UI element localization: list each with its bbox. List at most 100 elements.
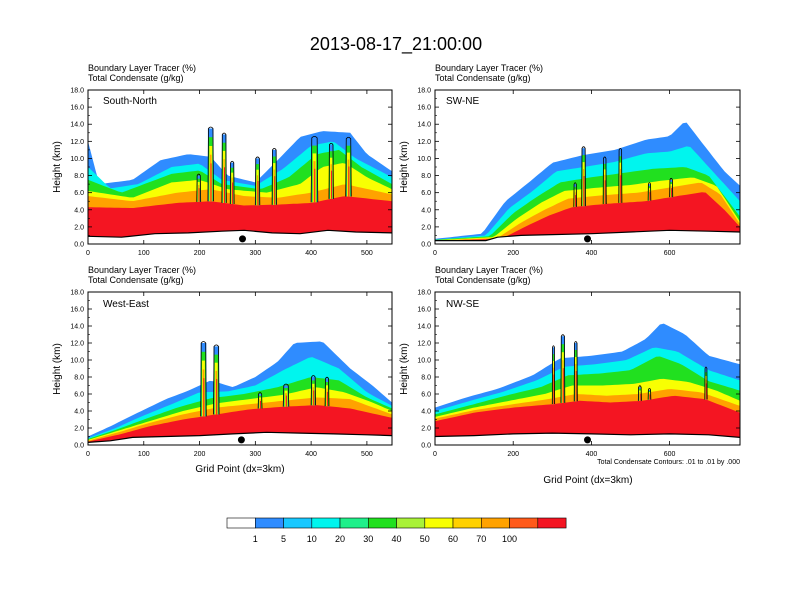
- terrain-line: [435, 229, 740, 242]
- panel-subtitle-condensate: Total Condensate (g/kg): [88, 275, 184, 285]
- y-tick-label: 4.0: [74, 409, 84, 416]
- y-tick-label: 6.0: [421, 190, 431, 197]
- convective-tower: [324, 376, 330, 407]
- terrain-line: [88, 431, 392, 443]
- y-tick-label: 4.0: [421, 207, 431, 214]
- condensate-contour: [618, 148, 623, 203]
- y-tick-label: 6.0: [74, 190, 84, 197]
- y-tick-label: 18.0: [70, 290, 84, 297]
- legend-swatch: [226, 517, 256, 529]
- convective-tower: [207, 126, 214, 202]
- y-tick-label: 2.0: [74, 426, 84, 433]
- tower-band: [313, 390, 315, 406]
- tower-band: [203, 378, 205, 417]
- legend-swatch: [480, 517, 510, 529]
- y-axis-label: Height (km): [52, 343, 63, 395]
- condensate-contour: [257, 392, 263, 409]
- legend-label: 5: [281, 534, 286, 544]
- x-tick-label: 200: [194, 250, 206, 257]
- panel-name: South-North: [103, 96, 157, 107]
- y-tick-label: 12.0: [70, 341, 84, 348]
- condensate-contour: [324, 376, 330, 407]
- legend-swatch: [537, 517, 567, 529]
- y-tick-label: 8.0: [421, 173, 431, 180]
- y-tick-label: 10.0: [70, 156, 84, 163]
- tower-band: [274, 176, 276, 205]
- convective-tower: [704, 366, 708, 400]
- condensate-contour: [647, 182, 652, 201]
- condensate-contour: [282, 383, 290, 407]
- tower-band: [348, 166, 350, 197]
- convective-tower: [647, 387, 652, 400]
- convective-tower: [221, 132, 227, 203]
- legend-label: 40: [391, 534, 401, 544]
- tower-band: [314, 168, 316, 203]
- condensate-contour: [602, 156, 607, 205]
- panel-subtitle-tracer: Boundary Layer Tracer (%): [88, 265, 196, 275]
- x-tick-label: 0: [86, 451, 90, 458]
- condensate-contour: [328, 142, 334, 199]
- condensate-contour: [196, 173, 202, 202]
- y-tick-label: 8.0: [74, 375, 84, 382]
- convective-tower: [581, 146, 586, 207]
- condensate-contour: [573, 341, 578, 402]
- x-tick-label: 400: [305, 250, 317, 257]
- convective-tower: [271, 147, 277, 205]
- convective-tower: [573, 182, 577, 207]
- legend-label: 60: [448, 534, 458, 544]
- legend-swatch: [424, 517, 454, 529]
- x-tick-label: 500: [361, 250, 373, 257]
- panel-subtitle-tracer: Boundary Layer Tracer (%): [435, 265, 543, 275]
- x-tick-label: 200: [507, 451, 519, 458]
- panel-nw-se: Boundary Layer Tracer (%) Total Condensa…: [399, 265, 741, 486]
- y-tick-label: 0.0: [74, 242, 84, 249]
- location-marker: [584, 235, 591, 243]
- tower-band: [553, 374, 555, 404]
- tower-band: [575, 195, 577, 207]
- panel-name: NW-SE: [446, 299, 479, 310]
- condensate-contour: [254, 156, 261, 206]
- y-tick-label: 14.0: [70, 324, 84, 331]
- y-tick-label: 2.0: [421, 224, 431, 231]
- tower-band: [224, 167, 225, 203]
- tower-band: [257, 180, 259, 206]
- convective-tower: [196, 173, 202, 202]
- tower-band: [210, 163, 212, 202]
- y-tick-label: 4.0: [74, 207, 84, 214]
- y-tick-label: 14.0: [417, 122, 431, 129]
- x-tick-label: 600: [664, 451, 676, 458]
- condensate-contour: [221, 132, 227, 203]
- x-tick-label: 400: [305, 451, 317, 458]
- convective-tower: [310, 375, 316, 406]
- convective-tower: [257, 392, 263, 409]
- y-tick-label: 2.0: [421, 426, 431, 433]
- tower-band: [216, 379, 218, 415]
- condensate-contour: [310, 136, 319, 203]
- terrain-line: [88, 229, 392, 238]
- condensate-contour: [207, 126, 214, 202]
- tracer-layer-5: [435, 192, 740, 241]
- tower-band: [331, 170, 333, 199]
- x-axis-label: Grid Point (dx=3km): [543, 475, 632, 486]
- y-tick-label: 10.0: [417, 156, 431, 163]
- legend-label: 70: [476, 534, 486, 544]
- y-tick-label: 8.0: [74, 173, 84, 180]
- tower-band: [604, 180, 606, 204]
- y-tick-label: 10.0: [417, 358, 431, 365]
- convective-tower: [560, 334, 566, 403]
- x-tick-label: 0: [433, 451, 437, 458]
- y-tick-label: 18.0: [417, 88, 431, 95]
- x-tick-label: 600: [664, 250, 676, 257]
- tower-band: [583, 176, 585, 207]
- panel-name: SW-NE: [446, 96, 479, 107]
- y-tick-label: 14.0: [417, 324, 431, 331]
- y-tick-label: 16.0: [70, 307, 84, 314]
- panel-south-north: Boundary Layer Tracer (%) Total Condensa…: [52, 63, 393, 257]
- panel-subtitle-tracer: Boundary Layer Tracer (%): [435, 63, 543, 73]
- x-tick-label: 300: [249, 250, 261, 257]
- tower-band: [649, 192, 651, 201]
- condensate-contour: [200, 341, 207, 417]
- convective-tower: [647, 182, 652, 201]
- x-tick-label: 100: [138, 250, 150, 257]
